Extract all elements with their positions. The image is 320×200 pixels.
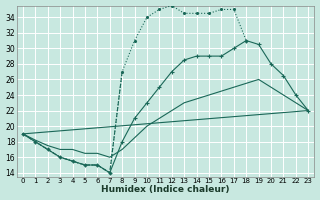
X-axis label: Humidex (Indice chaleur): Humidex (Indice chaleur) <box>101 185 230 194</box>
